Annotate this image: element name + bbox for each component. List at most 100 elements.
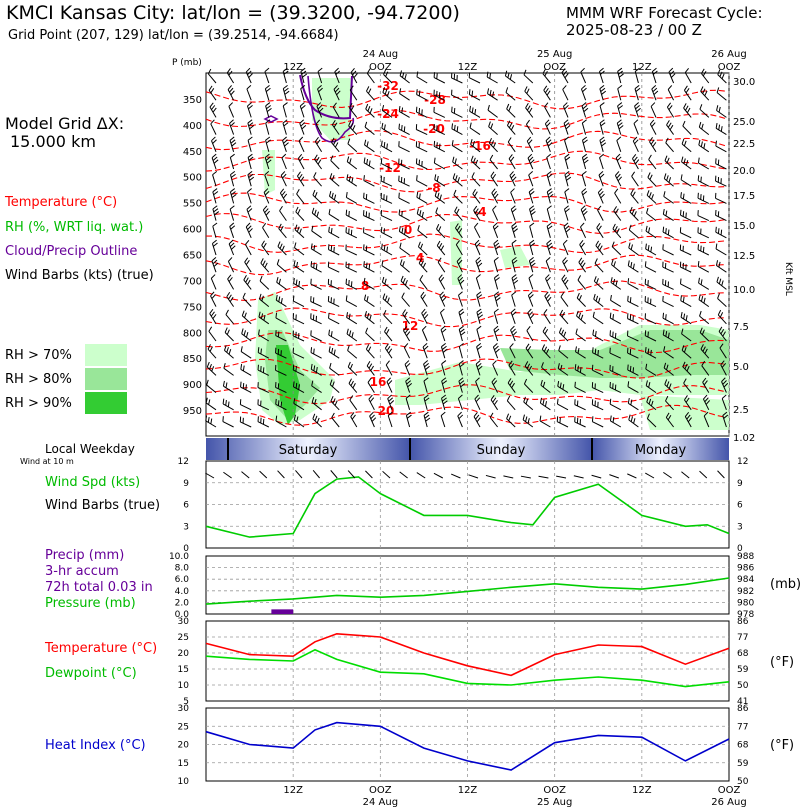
wind-barb-flag (472, 157, 476, 164)
wind-barb-flag (564, 122, 570, 127)
surface-wind-barb-staff (556, 475, 567, 479)
wind-barb (345, 209, 358, 222)
wind-barb-staff (491, 381, 499, 393)
wind-barb-staff (437, 261, 446, 273)
wind-barb-flag (491, 377, 496, 383)
wind-barb-flag (240, 381, 242, 388)
wind-barb-staff (380, 180, 393, 187)
wind-barb-flag (510, 308, 516, 313)
wind-barb (381, 243, 393, 256)
wind-barb (348, 103, 358, 118)
wind-barb-flag (257, 347, 260, 353)
wind-barb-staff (716, 281, 727, 290)
wind-barb (263, 188, 270, 204)
wind-barb (700, 86, 710, 101)
forecast-cycle-label: MMM WRF Forecast Cycle: (566, 4, 763, 22)
wind-barb-flag (717, 293, 720, 299)
wind-barb-staff (405, 381, 411, 393)
wind-barb-flag (611, 241, 615, 247)
wind-barb-flag (416, 89, 418, 95)
wind-tick-label: 12 (178, 457, 189, 467)
wind-barb-staff (399, 247, 410, 256)
wind-barb (562, 257, 569, 273)
wind-barb-flag (578, 295, 582, 301)
wind-barb-staff (457, 278, 463, 290)
wind-barb-staff (365, 108, 375, 118)
wind-barb-flag (385, 329, 390, 335)
wind-barb-flag (265, 102, 271, 107)
wind-tick-label-right: 0 (737, 544, 743, 554)
wind-barb-staff (470, 160, 481, 170)
wind-barb (599, 102, 605, 118)
wind-barb-staff (509, 175, 516, 187)
wind-barb (666, 120, 675, 135)
wind-barb-flag (330, 280, 332, 286)
wind-barb-flag (244, 312, 247, 318)
wind-barb-flag (564, 188, 570, 193)
wind-barb-flag (633, 119, 639, 124)
wind-barb-flag (230, 225, 236, 230)
wind-barb-flag (333, 194, 337, 200)
wind-barb-flag (468, 89, 471, 95)
wind-barb-flag (487, 104, 490, 111)
top-time-label: OOZ (369, 62, 392, 73)
wind-barb-flag (600, 122, 606, 127)
wind-barb-flag (632, 136, 638, 142)
wind-barb-staff (493, 294, 499, 307)
wind-barb (528, 256, 536, 273)
wind-barb-flag (275, 312, 278, 319)
surface-wind-barb-staff (627, 473, 637, 479)
wind-barb-flag (230, 153, 235, 158)
wind-barb-flag (453, 107, 456, 114)
wind-barb-flag (667, 332, 670, 339)
wind-barb-staff (275, 369, 287, 376)
wind-barb-flag (383, 176, 385, 183)
wind-barb (451, 89, 463, 101)
wind-barb-flag (475, 377, 480, 382)
wind-barb-staff (363, 162, 375, 170)
wind-barb-flag (556, 398, 559, 405)
temperature-contour-label: 0 (404, 223, 412, 237)
wind-barb (451, 140, 463, 153)
wind-barb (576, 310, 586, 325)
wind-barb (245, 239, 252, 256)
wind-barb-staff (317, 71, 323, 84)
wind-barb-flag (495, 348, 500, 353)
wind-barb-flag (525, 119, 530, 125)
wind-barb-flag (721, 280, 724, 286)
wind-barb-flag (577, 275, 582, 281)
wind-barb-flag (247, 170, 253, 176)
wind-barb-flag (722, 331, 726, 337)
wind-barb (628, 414, 639, 428)
wind-barb (454, 206, 463, 221)
wind-barb-flag (330, 297, 332, 303)
wind-barb-staff (526, 330, 534, 342)
wind-barb-flag (506, 395, 511, 401)
wind-barb-flag (718, 261, 721, 268)
wind-barb-flag (682, 361, 686, 367)
wind-barb-flag (223, 362, 226, 369)
wind-barb-staff (311, 368, 322, 376)
wind-barb-flag (528, 365, 533, 372)
surface-wind-barb (485, 474, 496, 479)
wind-barb-flag (349, 363, 353, 370)
wind-barb-flag (211, 136, 216, 142)
wind-barb (398, 192, 410, 204)
wind-barb (441, 394, 448, 410)
wind-barb-flag (609, 312, 612, 319)
wind-barb-flag (301, 124, 307, 130)
wind-barb-flag (582, 190, 588, 196)
wind-barb-staff (580, 71, 587, 84)
wind-barb (644, 347, 657, 359)
wind-barb-flag (229, 136, 235, 141)
wind-barb-flag (315, 315, 317, 322)
wind-barb-flag (404, 360, 410, 365)
wind-barb-flag (452, 173, 456, 179)
wind-barb-staff (471, 176, 481, 187)
wind-barb-staff (721, 398, 727, 410)
wind-barb-flag (564, 136, 570, 141)
wind-barb-staff (364, 144, 375, 153)
wind-barb-staff (614, 192, 622, 204)
wind-barb-flag (423, 360, 429, 365)
wind-barb (422, 342, 429, 359)
